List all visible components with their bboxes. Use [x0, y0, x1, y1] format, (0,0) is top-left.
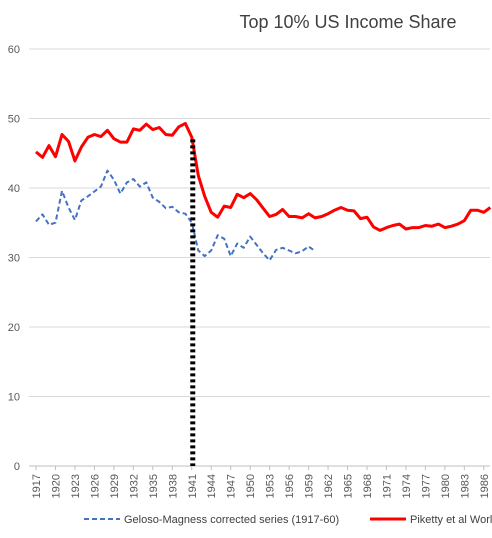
y-tick-label: 10 [8, 392, 20, 404]
series-line-2 [35, 121, 492, 232]
x-tick-label: 1962 [323, 474, 335, 498]
x-tick-label: 1974 [401, 474, 413, 498]
legend-label-series-2: Piketty et al World [410, 514, 492, 526]
y-tick-label: 30 [8, 253, 20, 265]
y-axis-ticks: 0 10 20 30 40 50 60 [8, 44, 20, 473]
x-tick-label: 1983 [459, 474, 471, 498]
x-tick-label: 1920 [50, 474, 62, 498]
y-tick-label: 0 [14, 461, 20, 473]
gridlines [29, 48, 490, 467]
x-tick-label: 1986 [479, 474, 491, 498]
x-tick-label: 1923 [70, 474, 82, 498]
x-tick-label: 1953 [265, 474, 277, 498]
x-tick-label: 1980 [440, 474, 452, 498]
y-tick-label: 50 [8, 114, 20, 126]
x-tick-label: 1959 [304, 474, 316, 498]
x-tick-label: 1926 [89, 474, 101, 498]
series-lines [35, 121, 492, 466]
series-line-1 [35, 169, 316, 262]
x-tick-label: 1965 [343, 474, 355, 498]
x-tick-label: 1935 [148, 474, 160, 498]
x-tick-label: 1947 [226, 474, 238, 498]
x-tick-label: 1968 [362, 474, 374, 498]
x-tick-label: 1932 [128, 474, 140, 498]
x-tick-label: 1977 [420, 474, 432, 498]
x-tick-label: 1971 [381, 474, 393, 498]
x-tick-label: 1917 [31, 474, 43, 498]
x-tick-label: 1929 [109, 474, 121, 498]
chart-title: Top 10% US Income Share [239, 12, 456, 32]
y-tick-label: 40 [8, 183, 20, 195]
x-tick-label: 1950 [245, 474, 257, 498]
legend-label-series-1: Geloso-Magness corrected series (1917-60… [124, 514, 339, 526]
x-tick-label: 1938 [167, 474, 179, 498]
x-axis-ticks: 1917 1920 1923 1926 1929 1932 1935 1938 1941 1944… [31, 466, 491, 498]
y-tick-label: 20 [8, 322, 20, 334]
x-tick-label: 1941 [187, 474, 199, 498]
x-tick-label: 1944 [206, 474, 218, 498]
x-tick-label: 1956 [284, 474, 296, 498]
y-tick-label: 60 [8, 44, 20, 56]
legend: Geloso-Magness corrected series (1917-60… [84, 514, 492, 526]
